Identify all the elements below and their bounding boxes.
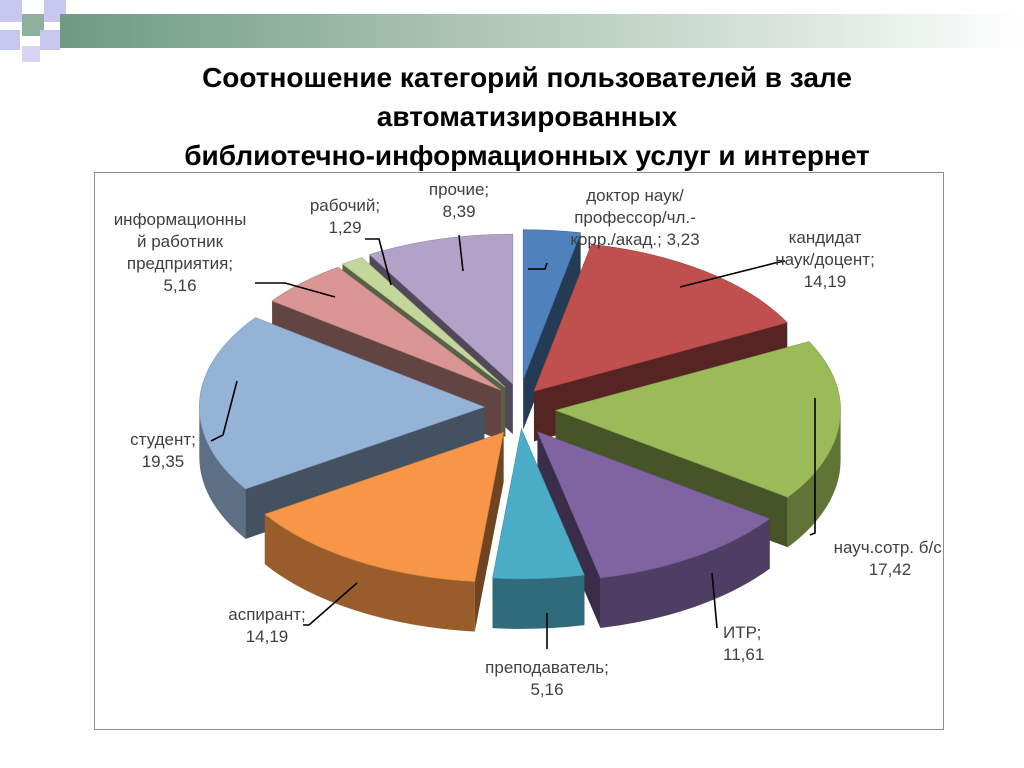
- data-label-line: доктор наук/: [586, 186, 684, 205]
- data-label-line: 5,16: [530, 680, 563, 699]
- slice-side: [264, 514, 475, 632]
- leader-line: [303, 582, 358, 626]
- slice-top: [554, 341, 841, 498]
- data-label-line: предприятия;: [127, 254, 233, 273]
- pie-slice: [264, 431, 505, 632]
- data-label-line: корр./акад.; 3,23: [570, 230, 699, 249]
- decor-square-light: [40, 30, 60, 50]
- slice-top: [264, 431, 505, 582]
- data-label-line: профессор/чл.-: [574, 208, 696, 227]
- data-label: рабочий; 1,29: [310, 196, 380, 237]
- data-label-line: ИТР;: [723, 623, 761, 642]
- leader-line: [365, 238, 392, 286]
- decor-square-green: [22, 14, 44, 36]
- data-label: ИТР; 11,61: [723, 623, 764, 664]
- data-label-line: информационны: [114, 210, 247, 229]
- data-label-line: 17,42: [869, 560, 912, 579]
- decor-square-light: [0, 30, 20, 50]
- data-label: доктор наук/профессор/чл.- корр./акад.; 3…: [570, 186, 699, 249]
- data-label: кандидат наук/доцент; 14,19: [775, 228, 875, 291]
- slice-top: [368, 233, 514, 385]
- data-label-line: рабочий;: [310, 196, 380, 215]
- title-line-2: автоматизированных: [376, 101, 678, 132]
- decor-square-light: [0, 0, 22, 22]
- data-label: преподаватель; 5,16: [485, 658, 609, 699]
- decor-square-light: [22, 46, 40, 62]
- title-line-1: Соотношение категорий пользователей в за…: [202, 62, 852, 93]
- data-label-line: 14,19: [246, 627, 289, 646]
- slice-wall: [523, 232, 581, 430]
- slice-side: [600, 518, 770, 629]
- data-label-line: аспирант;: [228, 605, 305, 624]
- leader-line: [458, 234, 464, 272]
- leader-line: [255, 282, 336, 298]
- data-label-line: 8,39: [442, 202, 475, 221]
- pie-slice: [492, 427, 585, 629]
- slice-top: [522, 229, 582, 380]
- data-label-line: 14,19: [804, 272, 847, 291]
- data-label: прочие; 8,39: [429, 180, 489, 221]
- pie-slice: [536, 431, 771, 629]
- pie-slices: [199, 229, 841, 632]
- data-label-line: студент;: [130, 430, 196, 449]
- leader-line: [528, 262, 548, 270]
- data-label: информационны й работник предприятия; 5,16: [114, 210, 247, 295]
- slice-top: [533, 244, 788, 392]
- chart-frame: доктор наук/профессор/чл.- корр./акад.; 3…: [94, 172, 944, 730]
- data-label-line: науч.сотр. б/с;: [834, 538, 943, 557]
- slide-title: Соотношение категорий пользователей в за…: [60, 58, 994, 175]
- slice-side: [492, 575, 585, 629]
- data-label-line: прочие;: [429, 180, 489, 199]
- slice-top: [271, 266, 502, 391]
- data-label-line: 11,61: [723, 645, 764, 664]
- header-gradient-bar: [60, 14, 1024, 48]
- slice-top: [199, 317, 486, 490]
- slice-wall: [537, 431, 601, 629]
- slice-top: [341, 257, 506, 388]
- data-label-line: кандидат: [789, 228, 862, 247]
- data-label: науч.сотр. б/с; 17,42: [834, 538, 943, 579]
- data-label-line: наук/доцент;: [775, 250, 875, 269]
- leader-line: [809, 398, 816, 536]
- data-label-line: преподаватель;: [485, 658, 609, 677]
- slice-top: [536, 431, 771, 579]
- data-label-line: 19,35: [142, 452, 185, 471]
- data-label-line: 5,16: [163, 276, 196, 295]
- data-label: студент; 19,35: [130, 430, 196, 471]
- slice-side: [199, 407, 246, 539]
- title-line-3: библиотечно-информационных услуг и интер…: [184, 140, 870, 171]
- leader-line: [679, 260, 786, 288]
- leader-line: [711, 572, 718, 629]
- pie-slice: [522, 229, 582, 430]
- slice-top: [492, 427, 585, 580]
- leader-line: [210, 380, 238, 442]
- data-label-line: 1,29: [328, 218, 361, 237]
- data-label-line: й работник: [137, 232, 224, 251]
- data-label: аспирант; 14,19: [228, 605, 305, 646]
- pie-chart: доктор наук/профессор/чл.- корр./акад.; 3…: [114, 180, 943, 699]
- data-labels: доктор наук/профессор/чл.- корр./акад.; 3…: [114, 180, 943, 699]
